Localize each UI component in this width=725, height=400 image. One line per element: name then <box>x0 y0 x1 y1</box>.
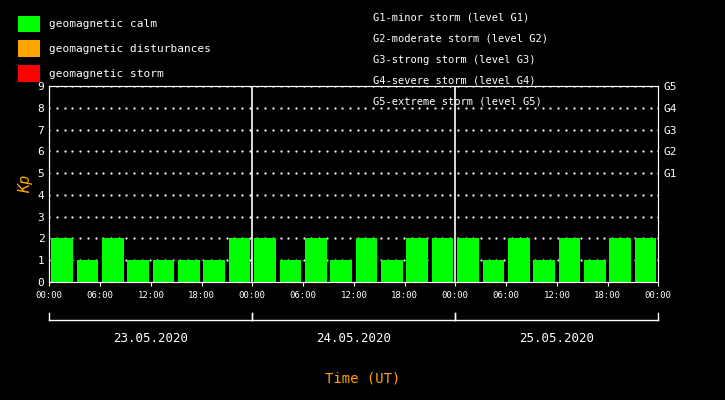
Bar <box>254 238 276 282</box>
Bar <box>77 260 98 282</box>
Text: geomagnetic disturbances: geomagnetic disturbances <box>49 44 210 54</box>
Bar <box>178 260 199 282</box>
Bar <box>153 260 174 282</box>
Bar <box>305 238 326 282</box>
Bar <box>381 260 402 282</box>
Bar <box>534 260 555 282</box>
Text: geomagnetic calm: geomagnetic calm <box>49 19 157 29</box>
Text: G1-minor storm (level G1): G1-minor storm (level G1) <box>373 13 530 23</box>
Bar <box>204 260 225 282</box>
Bar <box>508 238 529 282</box>
Bar <box>280 260 301 282</box>
Bar <box>102 238 123 282</box>
Bar <box>356 238 377 282</box>
Text: G3-strong storm (level G3): G3-strong storm (level G3) <box>373 55 536 65</box>
Text: G5-extreme storm (level G5): G5-extreme storm (level G5) <box>373 96 542 106</box>
Bar <box>635 238 656 282</box>
Bar <box>128 260 149 282</box>
Bar <box>559 238 580 282</box>
Bar <box>483 260 504 282</box>
Bar <box>331 260 352 282</box>
Text: 25.05.2020: 25.05.2020 <box>519 332 594 344</box>
Bar <box>610 238 631 282</box>
Bar <box>51 238 72 282</box>
Text: G2-moderate storm (level G2): G2-moderate storm (level G2) <box>373 34 548 44</box>
Bar <box>407 238 428 282</box>
Text: 24.05.2020: 24.05.2020 <box>316 332 392 344</box>
Text: G4-severe storm (level G4): G4-severe storm (level G4) <box>373 76 536 86</box>
Bar <box>229 238 250 282</box>
Bar <box>457 238 479 282</box>
Text: 23.05.2020: 23.05.2020 <box>113 332 188 344</box>
Text: geomagnetic storm: geomagnetic storm <box>49 69 163 78</box>
Y-axis label: Kp: Kp <box>19 175 33 193</box>
Text: Time (UT): Time (UT) <box>325 371 400 385</box>
Bar <box>584 260 605 282</box>
Bar <box>432 238 453 282</box>
